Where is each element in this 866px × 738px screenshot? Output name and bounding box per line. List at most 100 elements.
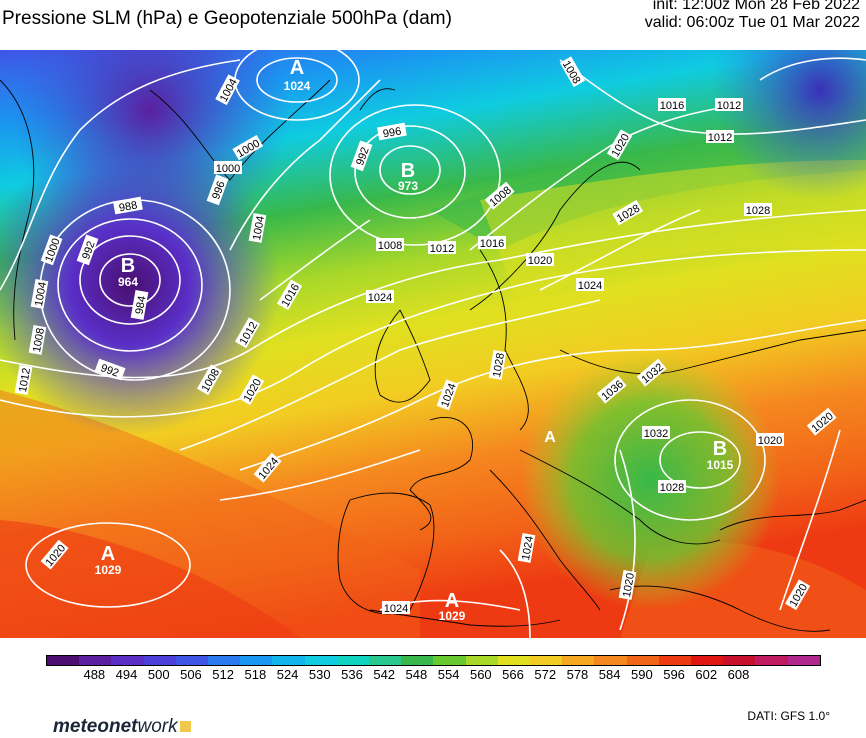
legend-swatch xyxy=(47,656,80,665)
svg-text:1024: 1024 xyxy=(284,79,311,93)
legend-swatch xyxy=(755,656,788,665)
legend-swatch xyxy=(530,656,563,665)
high-center-alps: A xyxy=(544,429,556,446)
isobar-label: 1020 xyxy=(526,253,554,267)
isobar-label: 992 xyxy=(76,234,99,266)
low-center-black-sea: B 1015 xyxy=(707,438,734,472)
legend-tick-label: 572 xyxy=(534,667,557,682)
legend-tick-label: 518 xyxy=(244,667,267,682)
isobar-label: 1028 xyxy=(488,349,507,380)
legend-swatch xyxy=(240,656,273,665)
legend-tick-label: 512 xyxy=(212,667,234,682)
isobar-label: 1000 xyxy=(214,161,242,175)
legend-swatch xyxy=(787,656,820,665)
legend-tick-label: 500 xyxy=(147,667,170,682)
svg-text:1029: 1029 xyxy=(439,609,466,623)
svg-text:992: 992 xyxy=(80,240,98,261)
legend-tick-label: 554 xyxy=(437,667,460,682)
svg-text:1020: 1020 xyxy=(528,255,552,267)
isobar-label: 1024 xyxy=(366,290,394,304)
svg-text:1004: 1004 xyxy=(33,281,49,307)
isobar-label: 992 xyxy=(350,140,373,172)
legend-swatch xyxy=(562,656,595,665)
isobar-label: 1024 xyxy=(382,601,410,615)
legend-tick-label: 584 xyxy=(598,667,621,682)
svg-text:B: B xyxy=(401,160,415,182)
svg-text:1004: 1004 xyxy=(251,215,267,241)
isobar-label: 1004 xyxy=(30,278,49,309)
svg-text:992: 992 xyxy=(99,362,120,380)
pressure-centers: A 1024 B 973 B 964 A 1029 A 1029 B 1015 xyxy=(95,57,734,623)
legend-swatch xyxy=(304,656,337,665)
legend-tick-label: 530 xyxy=(308,667,331,682)
legend-colorbar xyxy=(46,655,821,666)
logo-main: meteonet xyxy=(53,716,138,737)
chart-title: Pressione SLM (hPa) e Geopotenziale 500h… xyxy=(2,8,452,29)
legend-tick-label: 536 xyxy=(341,667,363,682)
isobar-label: 984 xyxy=(130,289,148,320)
weather-map: A 1024 B 973 B 964 A 1029 A 1029 B 1015 xyxy=(0,50,866,638)
svg-text:1028: 1028 xyxy=(660,482,684,494)
svg-text:1024: 1024 xyxy=(368,292,392,304)
svg-text:1015: 1015 xyxy=(707,458,734,472)
svg-text:B: B xyxy=(121,255,135,277)
legend-swatch xyxy=(594,656,627,665)
isobar-label: 1016 xyxy=(658,98,686,112)
legend-tick-label: 590 xyxy=(630,667,653,682)
isobar-label: 1004 xyxy=(248,212,267,243)
legend-swatch xyxy=(272,656,305,665)
legend-swatch xyxy=(497,656,531,665)
legend-swatch xyxy=(401,656,434,665)
isobar-label: 996 xyxy=(376,122,407,140)
svg-text:984: 984 xyxy=(133,295,148,315)
svg-text:A: A xyxy=(101,543,115,565)
svg-text:1024: 1024 xyxy=(578,280,602,292)
svg-text:A: A xyxy=(445,590,459,612)
svg-text:1028: 1028 xyxy=(746,205,770,217)
data-credit: DATI: GFS 1.0° xyxy=(747,709,830,723)
svg-text:988: 988 xyxy=(118,199,138,214)
legend-tick-label: 494 xyxy=(115,667,138,682)
svg-text:A: A xyxy=(544,429,556,446)
isobar-label: 1032 xyxy=(642,426,670,440)
legend-tick-label: 596 xyxy=(663,667,685,682)
legend-tick-label: 548 xyxy=(405,667,428,682)
legend-swatch xyxy=(369,656,402,665)
high-center-mediterranean: A 1029 xyxy=(439,590,466,623)
isobar-label: 1016 xyxy=(478,236,506,250)
svg-text:1016: 1016 xyxy=(480,238,504,250)
low-center-iceland: B 973 xyxy=(398,160,418,193)
run-info: init: 12:00z Mon 28 Feb 2022 valid: 06:0… xyxy=(645,0,860,32)
legend-tick-label: 608 xyxy=(727,667,750,682)
legend-tick-label: 542 xyxy=(373,667,396,682)
isobar-label: 992 xyxy=(94,358,126,381)
svg-text:1024: 1024 xyxy=(384,603,408,615)
isobar-label: 1012 xyxy=(14,364,33,395)
svg-text:1020: 1020 xyxy=(758,435,782,447)
legend-swatch xyxy=(208,656,241,665)
isobar-label: 1012 xyxy=(706,130,734,144)
legend-tick-label: 560 xyxy=(469,667,492,682)
legend-swatch xyxy=(723,656,756,665)
legend-tick-label: 578 xyxy=(566,667,589,682)
svg-text:996: 996 xyxy=(210,180,228,201)
isobar-label: 988 xyxy=(112,196,143,214)
legend-tick-label: 602 xyxy=(695,667,718,682)
isobar-label: 1020 xyxy=(618,569,637,600)
svg-text:996: 996 xyxy=(382,125,402,140)
legend-tick-label: 566 xyxy=(502,667,524,682)
legend-swatch xyxy=(111,656,144,665)
svg-text:1028: 1028 xyxy=(491,352,507,378)
brand-logo: meteonetwork xyxy=(53,716,191,738)
legend-tick-label: 488 xyxy=(83,667,106,682)
svg-text:1016: 1016 xyxy=(660,100,684,112)
svg-text:992: 992 xyxy=(354,146,372,167)
logo-accent: work xyxy=(137,716,178,737)
svg-text:1012: 1012 xyxy=(708,132,732,144)
high-center-azores: A 1029 xyxy=(95,543,122,577)
svg-text:1012: 1012 xyxy=(430,243,454,255)
isobar-label: 1024 xyxy=(576,278,604,292)
svg-text:964: 964 xyxy=(118,275,138,289)
legend-swatch xyxy=(691,656,724,665)
